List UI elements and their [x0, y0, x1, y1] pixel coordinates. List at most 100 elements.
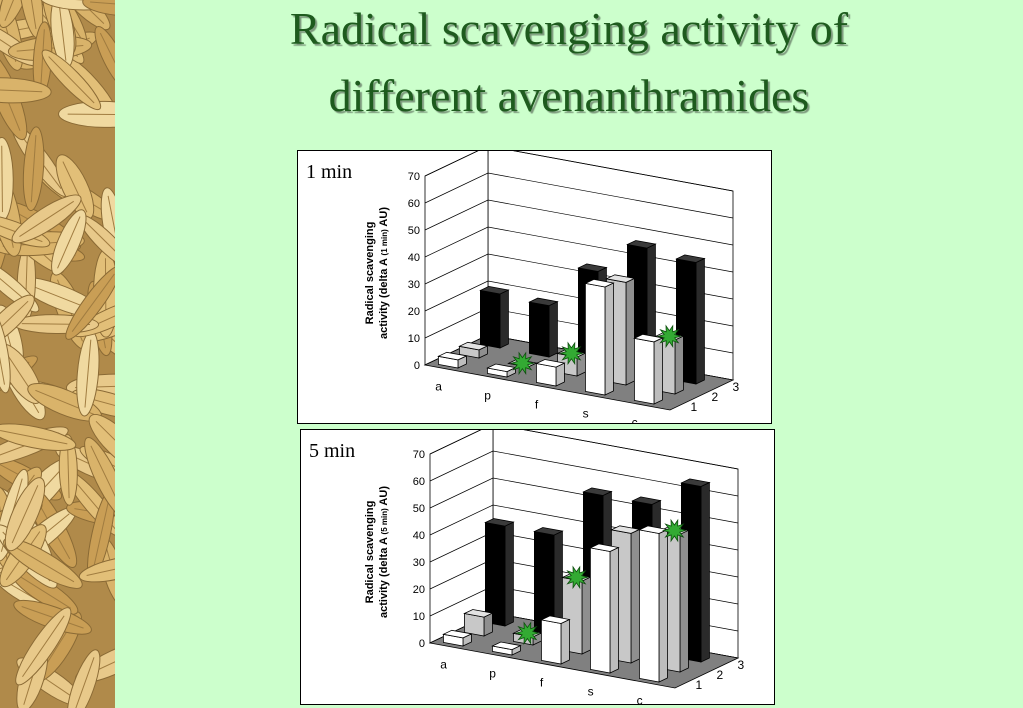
oat-grain-crease: [40, 29, 45, 89]
oat-grain-crease: [107, 195, 115, 261]
bar-top: [479, 285, 510, 295]
bar-top: [491, 641, 522, 651]
bar-side: [625, 277, 635, 386]
bar-a-1: [442, 629, 473, 647]
oat-grain-crease: [57, 216, 81, 269]
oat-grain: [66, 649, 101, 708]
panel-label-5min: 5 min: [309, 440, 356, 462]
oat-grain: [22, 126, 45, 212]
depth-tick-label: 3: [738, 658, 745, 672]
bar-top: [458, 341, 489, 351]
oat-grain-crease: [84, 339, 92, 408]
bar-top: [610, 525, 641, 534]
y-tick-label: 30: [413, 557, 425, 569]
y-axis-title: Radical scavenging activity (delta A (5 m…: [364, 486, 390, 618]
oat-grain-crease: [84, 220, 115, 264]
y-axis-title-line-1: Radical scavenging: [364, 222, 376, 325]
bar-front: [484, 522, 506, 627]
oat-grain-crease: [19, 200, 75, 237]
oat-grain: [3, 537, 83, 589]
oat-grain-crease: [0, 300, 29, 341]
gridline: [424, 199, 734, 246]
oat-grain: [0, 0, 33, 29]
oat-grain: [41, 49, 102, 111]
y-tick-label: 20: [408, 306, 420, 318]
oat-grain: [88, 414, 115, 471]
bar-front: [633, 337, 655, 405]
x-tick-label: p: [489, 667, 496, 681]
oat-grain-crease: [24, 0, 37, 29]
oat-grain: [78, 555, 115, 583]
oat-grain: [51, 209, 87, 276]
depth-tick-label: 3: [733, 380, 740, 394]
oat-grain-crease: [30, 135, 37, 203]
y-axis-title-sub: (1 min): [380, 229, 389, 256]
bar-side: [630, 528, 640, 664]
oat-grain: [58, 434, 78, 506]
oat-grain-crease: [67, 113, 115, 116]
y-tick-label: 10: [413, 611, 425, 623]
bar-side: [581, 576, 591, 655]
bar-front: [584, 282, 606, 396]
bar-top: [680, 478, 711, 487]
oat-grain-crease: [1, 145, 3, 213]
oat-grain-crease: [4, 0, 27, 21]
green-star-icon: [558, 341, 584, 366]
y-tick-label: 40: [408, 252, 420, 264]
y-tick-label: 40: [413, 530, 425, 542]
bar-side: [674, 335, 684, 395]
bar-top: [528, 297, 559, 307]
oat-grain-crease: [72, 657, 95, 708]
bar-side: [653, 337, 663, 405]
bar-front: [589, 547, 611, 674]
oat-grain-body: [82, 0, 115, 17]
bar-side: [499, 289, 509, 349]
x-tick-label: p: [484, 389, 491, 403]
bar-top: [442, 629, 473, 639]
y-axis-title-line-1: Radical scavenging: [364, 501, 376, 604]
oat-grain-crease: [22, 615, 65, 678]
gridline: [429, 430, 739, 470]
bar-c-3: [675, 254, 706, 385]
bar-a-1: [437, 351, 468, 369]
y-tick-label: 70: [413, 449, 425, 461]
y-tick-label: 50: [413, 503, 425, 515]
bar-top: [633, 333, 664, 343]
bar-a-2: [458, 341, 489, 359]
bar-f-1: [540, 615, 571, 665]
oat-grain: [0, 423, 77, 451]
bar-top: [605, 274, 636, 283]
y-axis-title-unit: AU): [378, 486, 390, 509]
bar-p-3: [533, 527, 564, 636]
gridline: [429, 450, 739, 497]
bar-top: [437, 351, 468, 361]
bar-s-1: [589, 543, 620, 674]
y-tick-label: 50: [408, 225, 420, 237]
bar-a-2: [463, 609, 494, 637]
bar-front: [540, 619, 562, 665]
bar-c-1: [633, 333, 664, 405]
bar-a-3: [484, 518, 515, 627]
oat-grain: [58, 100, 115, 128]
bar-side: [700, 481, 710, 663]
y-tick-label: 10: [408, 333, 420, 345]
bar-front: [479, 289, 501, 349]
chart-panel-1min: 0 10 20 30 40 50 60 70 a p f s c 1 2 3 Radical scavengin…: [297, 150, 772, 424]
bar-side: [679, 529, 689, 673]
green-star-icon: [656, 324, 682, 349]
gridline: [424, 151, 734, 192]
depth-tick-label: 1: [691, 400, 698, 414]
oat-grain-body: [78, 555, 115, 583]
oat-grain: [0, 294, 35, 347]
oat-grain-crease: [95, 420, 115, 464]
x-tick-label: f: [535, 398, 539, 412]
y-axis-title: Radical scavenging activity (delta A (1 m…: [364, 207, 390, 339]
bar-top: [577, 263, 608, 272]
bar-top: [535, 359, 566, 368]
bar-top: [484, 518, 515, 527]
oat-grain-crease: [11, 544, 75, 583]
side-wall: [424, 151, 489, 366]
oat-grain: [82, 0, 115, 17]
y-tick-label: 30: [408, 279, 420, 291]
y-tick-label: 20: [413, 584, 425, 596]
